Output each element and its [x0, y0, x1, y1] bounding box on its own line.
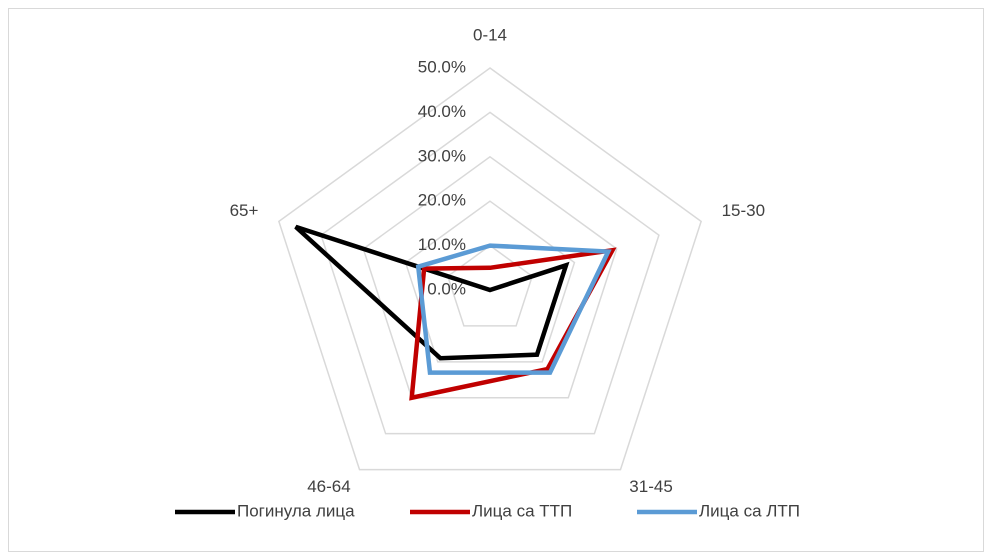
category-label: 0-14	[473, 25, 507, 44]
r-tick-label: 30.0%	[418, 146, 466, 165]
legend-label: Погинула лица	[237, 501, 355, 520]
grid-ring	[446, 244, 534, 327]
category-label: 65+	[230, 201, 259, 220]
category-label: 31-45	[629, 477, 672, 496]
r-tick-label: 40.0%	[418, 102, 466, 121]
grid-ring	[362, 155, 618, 399]
legend-label: Лица са ЛТП	[699, 501, 800, 520]
r-tick-label: 0.0%	[427, 279, 466, 298]
chart-frame	[8, 8, 984, 552]
r-tick-label: 50.0%	[418, 57, 466, 76]
category-label: 15-30	[722, 201, 765, 220]
grid-ring	[320, 111, 660, 435]
category-label: 46-64	[307, 477, 350, 496]
series-line	[409, 247, 617, 401]
legend-label: Лица са ТТП	[472, 501, 572, 520]
grid-ring	[277, 67, 703, 471]
r-tick-label: 20.0%	[418, 191, 466, 210]
grid-ring	[404, 200, 576, 363]
series-line	[415, 243, 612, 375]
r-tick-label: 10.0%	[418, 235, 466, 254]
series-line	[294, 224, 570, 361]
